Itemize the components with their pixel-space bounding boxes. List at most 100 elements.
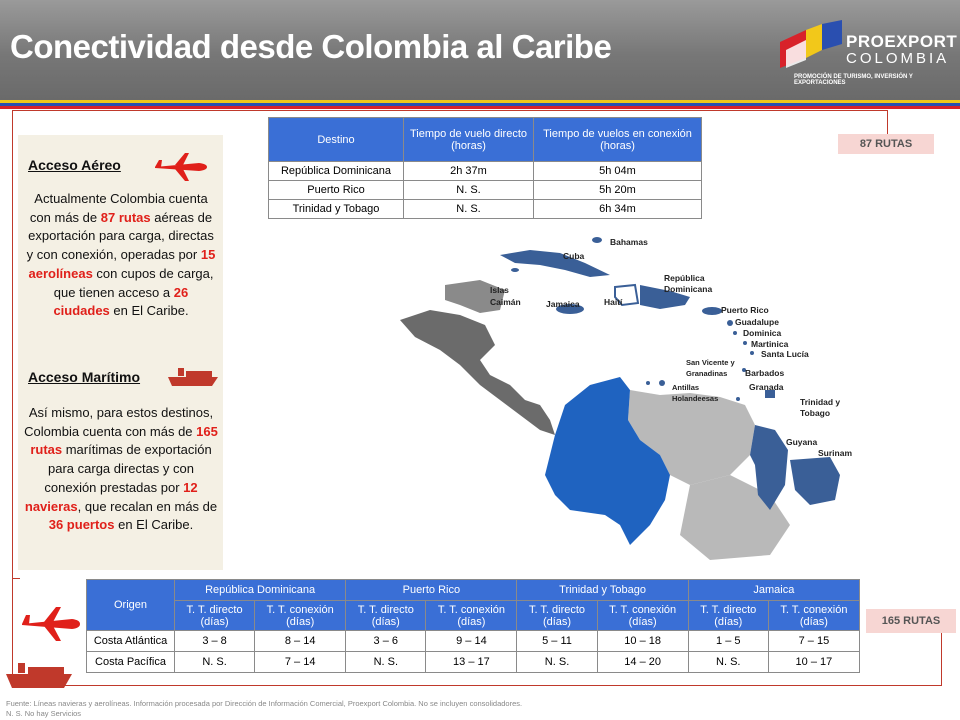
source-footnote: Fuente: Líneas navieras y aerolíneas. In… <box>6 699 523 708</box>
label-guadalupe: Guadalupe <box>735 317 779 327</box>
col-origen: Origen <box>86 579 175 631</box>
table-header-row: Destino Tiempo de vuelo directo (horas) … <box>268 117 702 162</box>
label-haiti: Haití <box>604 297 623 307</box>
martinica-dot <box>743 341 747 345</box>
col-connection: T. T. conexión (días) <box>425 600 518 631</box>
logo-cube-icon <box>780 20 842 68</box>
air-routes-badge: 87 RUTAS <box>838 134 934 154</box>
ns-footnote: N. S. No hay Servicios <box>6 709 82 718</box>
dominica-dot <box>733 331 737 335</box>
label-martinica: Martinica <box>751 339 789 349</box>
col-direct: T. T. directo (días) <box>516 600 598 631</box>
table-cell: 2h 37m <box>403 161 534 181</box>
table-cell: 5 – 11 <box>516 630 598 652</box>
air-text-4: en El Caribe. <box>109 303 189 319</box>
table-cell: 5h 20m <box>533 180 702 200</box>
page-title: Conectividad desde Colombia al Caribe <box>10 28 612 65</box>
stripe-red <box>0 106 960 109</box>
table-header-row: Origen República Dominicana Puerto Rico … <box>86 579 861 631</box>
label-bahamas: Bahamas <box>610 237 648 247</box>
sea-access-title: Acceso Marítimo <box>28 369 141 385</box>
table-cell: 8 – 14 <box>254 630 347 652</box>
frame-bottom-line <box>12 685 942 686</box>
air-text-3: con cupos de carga, que tienen acceso a <box>53 265 214 300</box>
group-puerto-rico: Puerto Rico <box>345 579 518 601</box>
label-puerto-rico: Puerto Rico <box>721 305 769 315</box>
col-connection: T. T. conexión (días) <box>767 600 861 631</box>
table-cell: 6h 34m <box>533 199 702 219</box>
air-routes-count: 87 rutas <box>100 209 151 225</box>
label-antillas-1: Antillas <box>672 383 700 392</box>
central-america-north-shape <box>445 280 505 313</box>
col-direct: T. T. directo (días) <box>687 600 769 631</box>
puerto-rico-shape <box>702 307 722 315</box>
label-antillas-2: Holandeesas <box>672 394 719 403</box>
header-bar: Conectividad desde Colombia al Caribe PR… <box>0 0 960 100</box>
access-info-panel: Acceso Aéreo Actualmente Colombia cuenta… <box>18 135 223 570</box>
col-connection: T. T. conexión (días) <box>254 600 347 631</box>
table-row: Costa Pacífica N. S. 7 – 14 N. S. 13 – 1… <box>86 651 861 673</box>
shipping-lines-count: 12 navieras <box>24 479 198 514</box>
label-granada: Granada <box>749 382 784 392</box>
table-cell: N. S. <box>173 651 256 673</box>
sea-access-text: Así mismo, para estos destinos, Colombia… <box>24 404 218 535</box>
air-access-title: Acceso Aéreo <box>28 157 121 173</box>
logo-sub: COLOMBIA <box>846 50 950 67</box>
cargo-ship-icon <box>168 368 218 386</box>
air-access-text: Actualmente Colombia cuenta con más de 8… <box>24 190 218 321</box>
col-connection-time: Tiempo de vuelos en conexión (horas) <box>533 117 702 162</box>
label-tt-2: Tobago <box>800 408 831 418</box>
col-destino: Destino <box>268 117 404 162</box>
aruba-dot <box>646 381 650 385</box>
col-direct: T. T. directo (días) <box>345 600 427 631</box>
label-surinam: Surinam <box>818 448 853 458</box>
proexport-logo: PROEXPORT COLOMBIA PROMOCIÓN DE TURISMO,… <box>776 20 957 90</box>
venezuela-shape <box>628 390 755 485</box>
airplane-icon <box>155 153 207 181</box>
label-rep-1: República <box>664 273 705 283</box>
bahamas-shape <box>592 237 602 243</box>
granada-dot <box>736 397 740 401</box>
airlines-count: 15 aerolíneas <box>28 247 216 281</box>
col-connection: T. T. conexión (días) <box>596 600 689 631</box>
sea-routes-table: Origen República Dominicana Puerto Rico … <box>86 579 861 673</box>
table-cell: 3 – 8 <box>173 630 256 652</box>
table-cell: 10 – 17 <box>767 651 861 673</box>
label-caiman: Caimán <box>490 297 521 307</box>
table-cell: 1 – 5 <box>687 630 769 652</box>
sea-text-4: en El Caribe. <box>114 517 194 533</box>
central-america-shape <box>400 310 555 435</box>
cities-count: 26 ciudades <box>53 284 189 319</box>
table-row: Puerto Rico N. S. 5h 20m <box>268 180 702 200</box>
colombia-shape <box>545 377 670 545</box>
frame-top-line <box>12 110 888 111</box>
row-origin: Costa Atlántica <box>86 630 175 652</box>
table-cell: N. S. <box>345 651 427 673</box>
label-jamaica: Jamaica <box>546 299 580 309</box>
sea-routes-count: 165 rutas <box>30 423 218 458</box>
label-guyana: Guyana <box>786 437 818 447</box>
frame-right-lower-line <box>941 630 942 686</box>
sea-text-3: , que recalan en más de <box>77 498 218 514</box>
table-cell: 7 – 14 <box>254 651 347 673</box>
table-cell: N. S. <box>687 651 769 673</box>
label-barbados: Barbados <box>745 368 785 378</box>
guadalupe-dot <box>727 320 733 326</box>
frame-left-line <box>12 110 13 685</box>
ship-large-icon <box>6 663 72 688</box>
label-cuba: Cuba <box>563 251 585 261</box>
label-sv-1: San Vicente y <box>686 358 735 367</box>
group-trinidad: Trinidad y Tobago <box>516 579 689 601</box>
table-cell: 13 – 17 <box>425 651 518 673</box>
table-row: Costa Atlántica 3 – 8 8 – 14 3 – 6 9 – 1… <box>86 630 861 652</box>
sea-text-1: Así mismo, para estos destinos, Colombia… <box>24 405 214 439</box>
stripe-blue <box>0 103 960 106</box>
table-cell: 7 – 15 <box>767 630 861 652</box>
table-cell: N. S. <box>403 180 534 200</box>
airplane-large-icon <box>22 607 80 641</box>
jamaica-shape <box>556 304 584 314</box>
frame-right-upper-line <box>887 110 888 138</box>
table-cell: 3 – 6 <box>345 630 427 652</box>
trinidad-shape <box>765 390 775 398</box>
table-cell: 10 – 18 <box>596 630 689 652</box>
